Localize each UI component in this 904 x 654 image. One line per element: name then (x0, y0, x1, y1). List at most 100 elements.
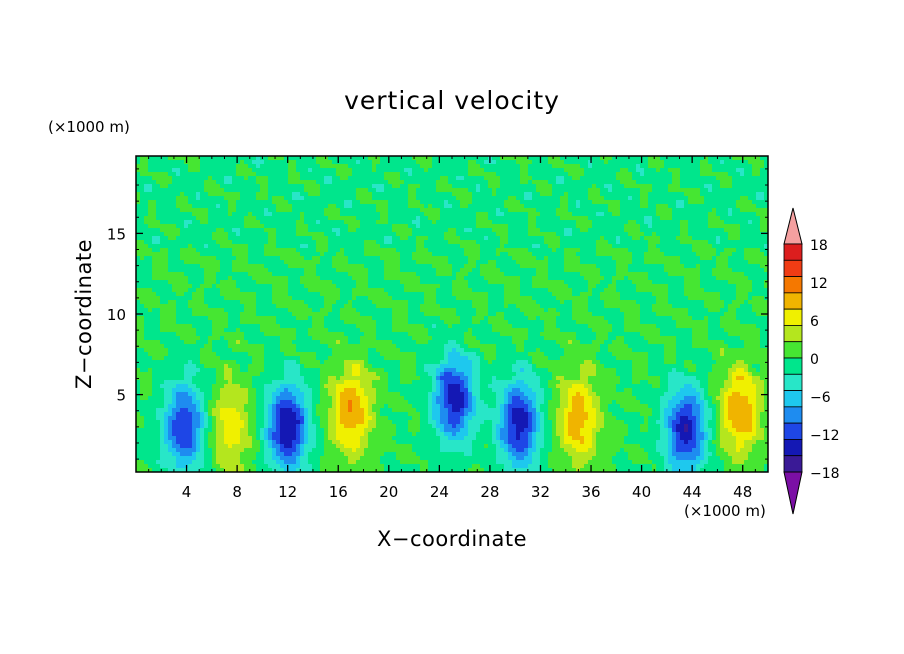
heatmap-cell (256, 240, 261, 245)
heatmap-cell (668, 176, 673, 181)
heatmap-cell (644, 192, 649, 197)
heatmap-cell (476, 244, 481, 249)
heatmap-cell (528, 216, 533, 221)
heatmap-cell (408, 192, 413, 197)
heatmap-cell (488, 268, 493, 273)
heatmap-cell (204, 256, 209, 261)
heatmap-cell (400, 192, 405, 197)
heatmap-cell (352, 164, 357, 169)
heatmap-cell (628, 232, 633, 237)
heatmap-cell (436, 256, 441, 261)
heatmap-cell (448, 168, 453, 173)
heatmap-cell (444, 276, 449, 281)
heatmap-cell (312, 228, 317, 233)
heatmap-cell (612, 200, 617, 205)
heatmap-cell (148, 280, 153, 285)
heatmap-cell (536, 228, 541, 233)
heatmap-cell (316, 224, 321, 229)
heatmap-cell (272, 208, 277, 213)
heatmap-cell (256, 212, 261, 217)
heatmap-cell (152, 260, 157, 265)
heatmap-cell (256, 164, 261, 169)
heatmap-cell (476, 204, 481, 209)
heatmap-cell (512, 240, 517, 245)
heatmap-cell (756, 216, 761, 221)
heatmap-cell (232, 156, 237, 161)
heatmap-cell (392, 188, 397, 193)
heatmap-cell (204, 244, 209, 249)
heatmap-cell (388, 264, 393, 269)
heatmap-cell (400, 160, 405, 165)
heatmap-cell (140, 200, 145, 205)
heatmap-cell (688, 204, 693, 209)
heatmap-cell (276, 164, 281, 169)
heatmap-cell (612, 232, 617, 237)
heatmap-cell (468, 244, 473, 249)
heatmap-cell (320, 272, 325, 277)
heatmap-cell (512, 280, 517, 285)
heatmap-cell (204, 248, 209, 253)
heatmap-cell (752, 232, 757, 237)
heatmap-cell (136, 232, 141, 237)
heatmap-cell (264, 196, 269, 201)
heatmap-cell (160, 204, 165, 209)
heatmap-cell (188, 272, 193, 277)
heatmap-cell (596, 232, 601, 237)
heatmap-cell (300, 240, 305, 245)
heatmap-cell (736, 196, 741, 201)
heatmap-cell (188, 172, 193, 177)
heatmap-cell (536, 196, 541, 201)
heatmap-cell (456, 220, 461, 225)
heatmap-cell (660, 252, 665, 257)
heatmap-cell (692, 176, 697, 181)
heatmap-cell (660, 232, 665, 237)
heatmap-cell (160, 260, 165, 265)
heatmap-cell (548, 180, 553, 185)
heatmap-cell (644, 248, 649, 253)
heatmap-cell (368, 192, 373, 197)
heatmap-cell (188, 180, 193, 185)
heatmap-cell (628, 224, 633, 229)
heatmap-cell (712, 156, 717, 161)
heatmap-cell (224, 268, 229, 273)
heatmap-cell (144, 200, 149, 205)
heatmap-cell (668, 264, 673, 269)
heatmap-cell (280, 200, 285, 205)
heatmap-cell (308, 188, 313, 193)
heatmap-cell (244, 208, 249, 213)
heatmap-cell (612, 184, 617, 189)
heatmap-cell (500, 252, 505, 257)
heatmap-cell (344, 200, 349, 205)
heatmap-cell (444, 236, 449, 241)
heatmap-cell (700, 188, 705, 193)
heatmap-cell (160, 272, 165, 277)
heatmap-cell (468, 280, 473, 285)
heatmap-cell (428, 180, 433, 185)
heatmap-cell (644, 208, 649, 213)
heatmap-cell (576, 196, 581, 201)
heatmap-cell (436, 272, 441, 277)
heatmap-cell (264, 192, 269, 197)
heatmap-cell (636, 200, 641, 205)
heatmap-cell (176, 204, 181, 209)
heatmap-cell (144, 220, 149, 225)
heatmap-cell (432, 268, 437, 273)
heatmap-cell (444, 268, 449, 273)
heatmap-cell (332, 224, 337, 229)
heatmap-cell (208, 208, 213, 213)
heatmap-cell (564, 248, 569, 253)
heatmap-cell (740, 216, 745, 221)
heatmap-cell (484, 268, 489, 273)
heatmap-cell (288, 212, 293, 217)
heatmap-cell (196, 272, 201, 277)
heatmap-cell (628, 272, 633, 277)
heatmap-cell (556, 180, 561, 185)
heatmap-cell (232, 228, 237, 233)
heatmap-cell (472, 232, 477, 237)
heatmap-cell (368, 264, 373, 269)
heatmap-cell (684, 240, 689, 245)
heatmap-cell (392, 176, 397, 181)
heatmap-cell (396, 228, 401, 233)
heatmap-cell (396, 232, 401, 237)
heatmap-cell (564, 264, 569, 269)
